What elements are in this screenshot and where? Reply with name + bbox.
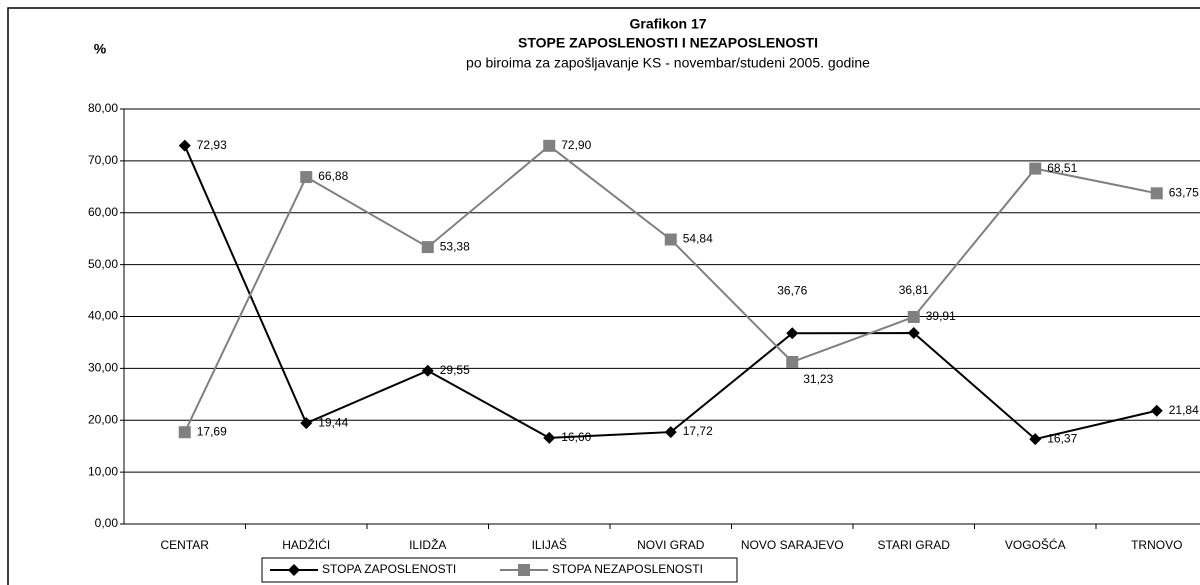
point [1150, 187, 1163, 200]
x-tick-label: TRNOVO [1131, 538, 1182, 552]
point [907, 310, 920, 323]
point [907, 327, 920, 340]
data-label: 31,23 [803, 372, 833, 386]
point [664, 426, 677, 439]
y-tick-label: 20,00 [88, 412, 118, 426]
data-label: 16,60 [561, 430, 591, 444]
data-label: 53,38 [440, 239, 470, 253]
data-label: 21,84 [1169, 403, 1199, 417]
point [300, 171, 313, 184]
y-tick-label: 50,00 [88, 257, 118, 271]
x-tick-label: HADŽIĆI [282, 537, 330, 552]
point [178, 139, 191, 152]
data-label: 17,69 [197, 424, 227, 438]
data-label: 36,81 [899, 283, 929, 297]
data-label: 68,51 [1047, 161, 1077, 175]
y-tick-label: 30,00 [88, 361, 118, 375]
point [421, 241, 434, 254]
data-label: 17,72 [683, 424, 713, 438]
y-axis-label: % [94, 41, 107, 57]
frame [7, 7, 1200, 585]
y-tick-label: 80,00 [88, 101, 118, 115]
chart-title: Grafikon 17 [629, 16, 706, 32]
point [786, 355, 799, 368]
x-tick-label: ILIDŽA [409, 537, 446, 552]
data-label: 54,84 [683, 232, 713, 246]
point [518, 564, 530, 576]
x-tick-label: STARI GRAD [878, 538, 951, 552]
x-tick-label: NOVO SARAJEVO [741, 538, 844, 552]
data-label: 39,91 [926, 309, 956, 323]
legend-label: STOPA ZAPOSLENOSTI [322, 562, 456, 576]
point [543, 431, 556, 444]
data-label: 63,75 [1169, 185, 1199, 199]
data-label: 29,55 [440, 363, 470, 377]
legend-label: STOPA NEZAPOSLENOSTI [552, 562, 703, 576]
point [1029, 162, 1042, 175]
x-tick-label: NOVI GRAD [637, 538, 705, 552]
y-tick-label: 10,00 [88, 464, 118, 478]
point [178, 426, 191, 439]
data-label: 72,90 [561, 138, 591, 152]
data-label: 36,76 [777, 283, 807, 297]
y-tick-label: 60,00 [88, 205, 118, 219]
x-tick-label: VOGOŠĆA [1005, 537, 1066, 552]
x-tick-label: CENTAR [161, 538, 210, 552]
point [664, 233, 677, 246]
series-line [183, 145, 1157, 441]
point [1029, 433, 1042, 446]
point [543, 139, 556, 152]
data-label: 66,88 [318, 169, 348, 183]
y-tick-label: 40,00 [88, 309, 118, 323]
point [1150, 404, 1163, 417]
y-tick-label: 70,00 [88, 153, 118, 167]
point [300, 417, 313, 430]
series-line [183, 144, 1157, 433]
x-tick-label: ILIJAŠ [532, 537, 567, 552]
y-tick-label: 0,00 [95, 516, 119, 530]
chart-subtitle: STOPE ZAPOSLENOSTI I NEZAPOSLENOSTI [518, 35, 818, 51]
legend [261, 557, 738, 583]
data-label: 16,37 [1047, 431, 1077, 445]
point [786, 327, 799, 340]
chart-caption: po biroima za zapošljavanje KS - novemba… [466, 55, 870, 71]
point [421, 364, 434, 377]
data-label: 72,93 [197, 138, 227, 152]
point [288, 564, 300, 576]
data-label: 19,44 [318, 415, 348, 429]
